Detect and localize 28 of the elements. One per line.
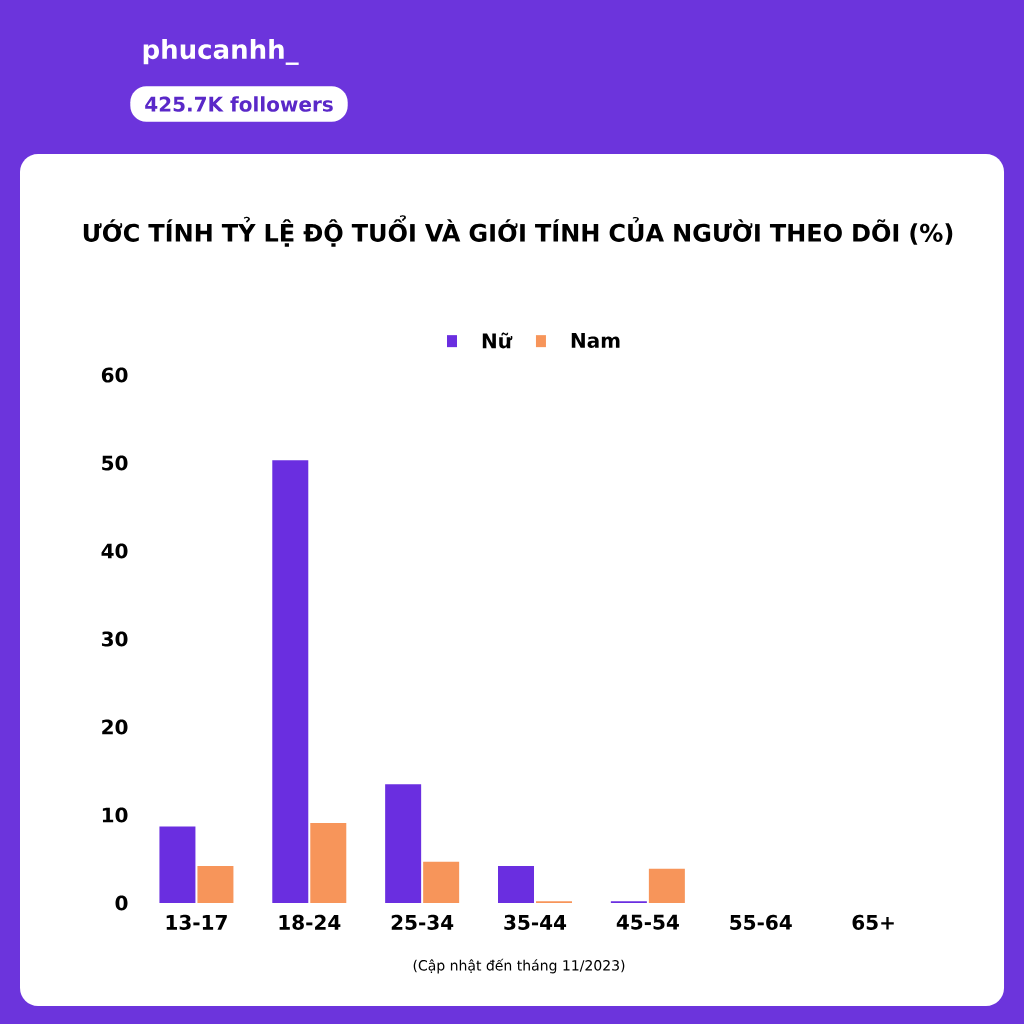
- bar: [385, 784, 422, 903]
- text: 425.7K followers: [145, 96, 333, 112]
- text: (Cập nhật đến tháng 11/2023): [413, 958, 625, 974]
- x-tick-label: 65+: [852, 914, 894, 930]
- bar: [648, 868, 685, 903]
- x-tick-label: 18-24: [279, 914, 341, 930]
- x-tick-label: 25-34: [391, 914, 454, 930]
- y-tick-label: 40: [101, 543, 128, 559]
- bar: [423, 861, 460, 903]
- y-tick-label: 60: [101, 367, 128, 383]
- x-tick-label: 13-17: [166, 914, 227, 930]
- bar: [272, 460, 309, 903]
- bar: [159, 826, 196, 903]
- y-tick-label: 0: [115, 895, 128, 911]
- bar: [498, 866, 535, 903]
- chart-title: ƯỚC TÍNH TỶ LỆ ĐỘ TUỔI VÀ GIỚI TÍNH CỦA NGƯỜI THEO DÕI (%): [83, 215, 953, 247]
- bar: [310, 822, 347, 903]
- legend-label: Nam: [571, 333, 620, 348]
- legend-label: Nữ: [482, 332, 513, 349]
- x-tick-label: 55-64: [730, 914, 792, 930]
- y-tick-label: 50: [102, 455, 128, 471]
- y-tick-label: 10: [102, 807, 128, 823]
- y-tick-label: 30: [101, 631, 128, 647]
- bar: [197, 866, 234, 903]
- x-tick-label: 35-44: [504, 914, 567, 930]
- y-tick-label: 20: [102, 719, 128, 735]
- text: phucanhh_: [143, 39, 299, 65]
- x-tick-label: 45-54: [616, 914, 679, 930]
